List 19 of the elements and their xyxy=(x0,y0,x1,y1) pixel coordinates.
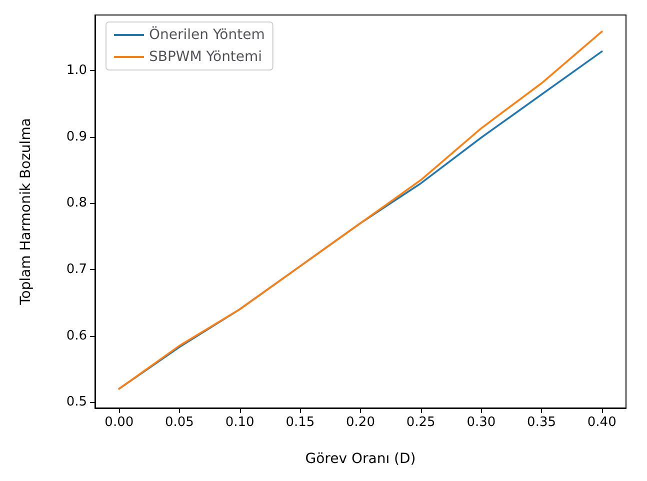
x-axis-title: Görev Oranı (D) xyxy=(305,451,416,467)
x-tick-label: 0.15 xyxy=(286,415,315,430)
y-tick-label: 0.6 xyxy=(66,328,87,344)
x-tick-label: 0.40 xyxy=(587,415,616,430)
x-tick-label: 0.05 xyxy=(165,415,194,430)
x-tick-label: 0.20 xyxy=(346,415,375,430)
y-tick-label: 0.7 xyxy=(66,262,87,277)
legend-label: Önerilen Yöntem xyxy=(149,26,265,43)
x-tick-label: 0.30 xyxy=(466,415,496,430)
y-tick-label: 1.0 xyxy=(66,63,87,78)
y-tick-label: 0.5 xyxy=(66,394,87,410)
legend-label: SBPWM Yöntemi xyxy=(149,49,262,65)
x-tick-label: 0.25 xyxy=(406,415,436,430)
y-axis-title: Toplam Harmonik Bozulma xyxy=(18,118,34,306)
x-tick-label: 0.00 xyxy=(104,415,134,430)
x-tick-label: 0.10 xyxy=(225,415,254,430)
x-tick-label: 0.35 xyxy=(527,415,556,430)
y-tick-label: 0.8 xyxy=(66,196,87,211)
y-tick-label: 0.9 xyxy=(66,129,87,144)
